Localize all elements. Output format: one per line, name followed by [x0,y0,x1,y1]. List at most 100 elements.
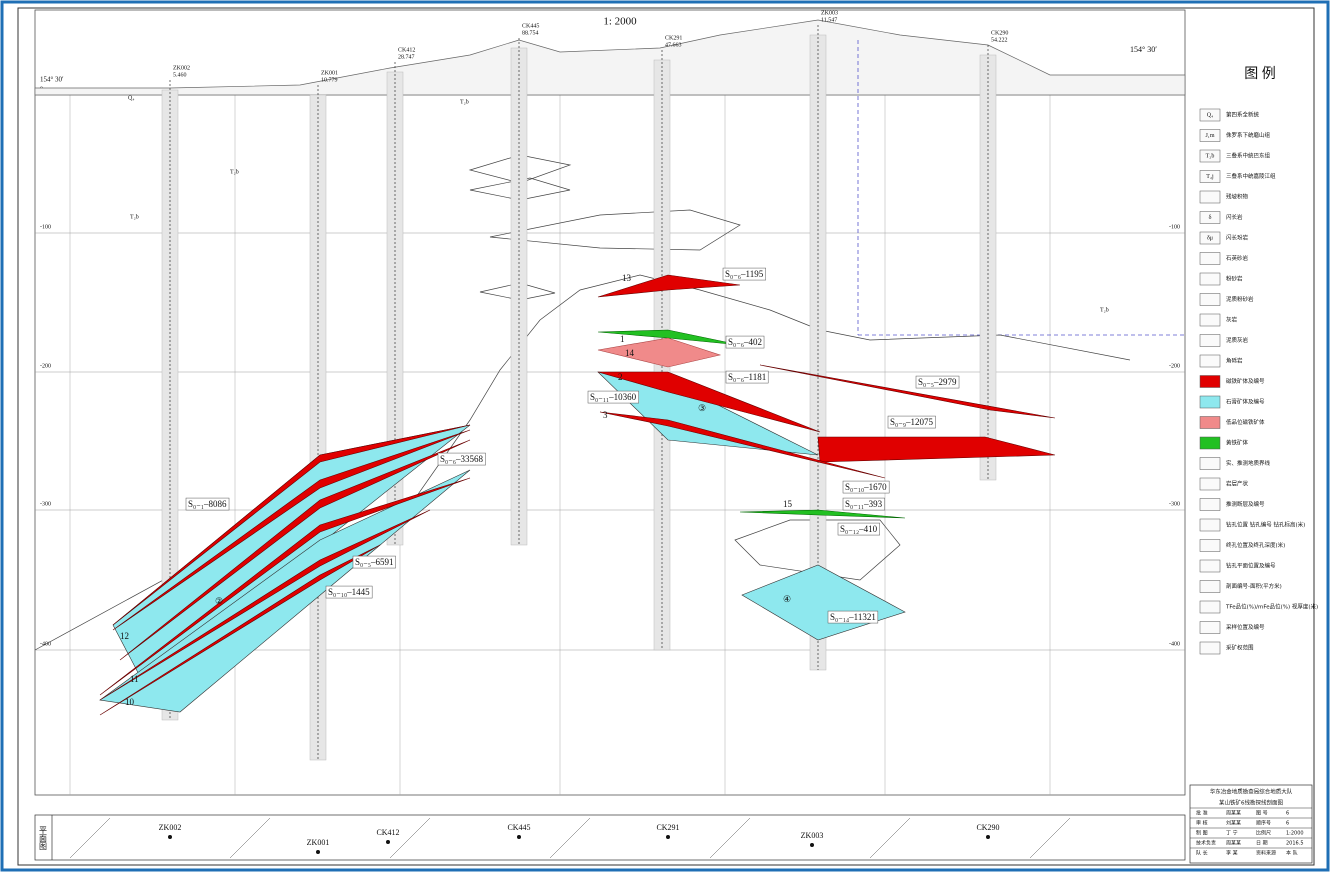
ore-number: 1 [620,334,625,344]
legend-swatch [1200,253,1220,265]
legend-text: 灰岩 [1226,316,1238,324]
plan-point [986,835,990,839]
ore-number: 15 [783,499,793,509]
formation-label: T₂b [1100,307,1109,313]
title-cell: 1:2000 [1286,831,1304,837]
legend-swatch [1200,335,1220,347]
section-label: S₀₋₁₄–11321 [830,612,876,622]
legend-text: TFe品位(%)/mFe品位(%) 视厚度(米) [1225,603,1318,611]
section-label: S₀₋₅–2979 [918,377,957,387]
legend-text: 第四系全新统 [1226,111,1260,119]
legend-code: T₂j [1206,174,1214,180]
legend-text: 泥质灰岩 [1226,336,1249,344]
legend-text: 残坡积物 [1226,193,1249,201]
circled-number: ② [215,596,223,606]
section-label: S₀₋₉–12075 [890,417,934,427]
title-cell: 周某某 [1226,841,1241,847]
ore-number: 14 [625,348,635,358]
elevation-label: -300 [1169,501,1180,507]
legend-text: 侏罗系下统磨山组 [1226,131,1271,139]
title-cell: 6 [1286,811,1289,817]
legend-swatch [1200,642,1220,654]
title-cell: 队 长 [1196,850,1208,857]
ore-number: 3 [603,410,608,420]
borehole-name: CK412 [398,47,415,53]
legend-text: 终孔位置及终孔深度(米) [1226,541,1285,549]
plan-label: 平面图 [39,826,48,851]
borehole-elevation: 88.754 [522,30,539,36]
legend-code: δμ [1207,235,1213,241]
section-label: S₀₋₆–402 [728,337,762,347]
title-cell: 审 核 [1196,820,1208,827]
plan-borehole: CK291 [656,823,679,832]
legend-swatch [1200,417,1220,429]
legend-code: δ [1209,215,1212,221]
coordinate: 154° 30′ [1130,45,1157,54]
plan-borehole: CK290 [976,823,999,832]
title-name: 某山铁矿6线勘探线剖面图 [1219,799,1284,807]
plan-point [810,843,814,847]
title-cell: 顺序号 [1256,820,1271,827]
section-drawing: 00-100-100-200-200-300-300-400-400ZK0025… [0,0,1331,873]
title-cell: 周某某 [1226,811,1241,817]
legend-text: 角砾岩 [1226,357,1243,365]
section-label: S₀₋₁₀–1670 [845,482,887,492]
section-label: S₀₋₁₁–10360 [590,392,637,402]
ore-number: 12 [120,631,129,641]
title-cell: 比例尺 [1256,830,1271,837]
section-label: S₀₋₆–1181 [728,372,766,382]
ore-number: 13 [622,273,632,283]
legend-code: T₂b [1206,153,1215,159]
legend-swatch [1200,601,1220,613]
ore-number: 10 [125,697,135,707]
legend-swatch [1200,294,1220,306]
borehole-elevation: 47.663 [665,42,682,48]
title-cell: 李 某 [1226,850,1238,857]
legend-text: 泥质粉砂岩 [1226,295,1254,303]
title-cell: 刘某某 [1226,820,1241,827]
legend-text: 三叠系中统嘉陵江组 [1226,172,1276,180]
formation-label: T₂b [460,99,469,105]
legend-swatch [1200,581,1220,593]
plan-point [316,850,320,854]
elevation-label: -300 [40,501,51,507]
borehole-elevation: 11.547 [821,17,837,23]
elevation-label: -100 [40,224,51,230]
legend-swatch [1200,191,1220,203]
legend-title: 图 例 [1244,66,1276,82]
title-cell: 图 号 [1256,811,1268,817]
elevation-label: -200 [1169,363,1180,369]
title-cell: 技术负责 [1196,840,1216,847]
legend-text: 实、推测地质界线 [1226,459,1271,467]
title-cell: 制 图 [1196,830,1208,837]
legend-text: 闪长玢岩 [1226,234,1249,242]
title-cell: 日 期 [1256,841,1268,847]
section-label: S₀₋₁₂–410 [840,524,878,534]
legend-swatch [1200,355,1220,367]
legend-swatch [1200,273,1220,285]
elevation-label: -400 [1169,641,1180,647]
section-label: S₀₋₁₀–1445 [328,587,370,597]
legend-text: 闪长岩 [1226,213,1243,221]
legend-text: 岩层产状 [1226,480,1249,488]
plan-borehole: CK412 [376,828,399,837]
borehole-elevation: 54.222 [991,37,1008,43]
elevation-label: -200 [40,363,51,369]
legend-text: 黄铁矿体 [1226,439,1249,447]
title-cell: 本 队 [1286,850,1298,857]
circled-number: ③ [698,403,706,413]
legend-text: 采样位置及编号 [1226,623,1265,631]
scale: 1: 2000 [603,16,637,28]
legend-text: 粉砂岩 [1226,275,1243,283]
legend-text: 钻孔位置 钻孔编号 钻孔标高(米) [1226,521,1305,529]
legend-code: Q₄ [1207,112,1213,118]
borehole-name: ZK003 [821,10,838,16]
title-cell: 资料来源 [1256,850,1276,857]
legend-text: 石英砂岩 [1226,254,1249,262]
circled-number: ④ [783,594,791,604]
plan-borehole: ZK003 [801,831,824,840]
legend-swatch [1200,314,1220,326]
borehole-name: ZK002 [173,65,190,71]
plan-point [168,835,172,839]
legend-text: 剖面编号-面积(平方米) [1226,582,1282,590]
